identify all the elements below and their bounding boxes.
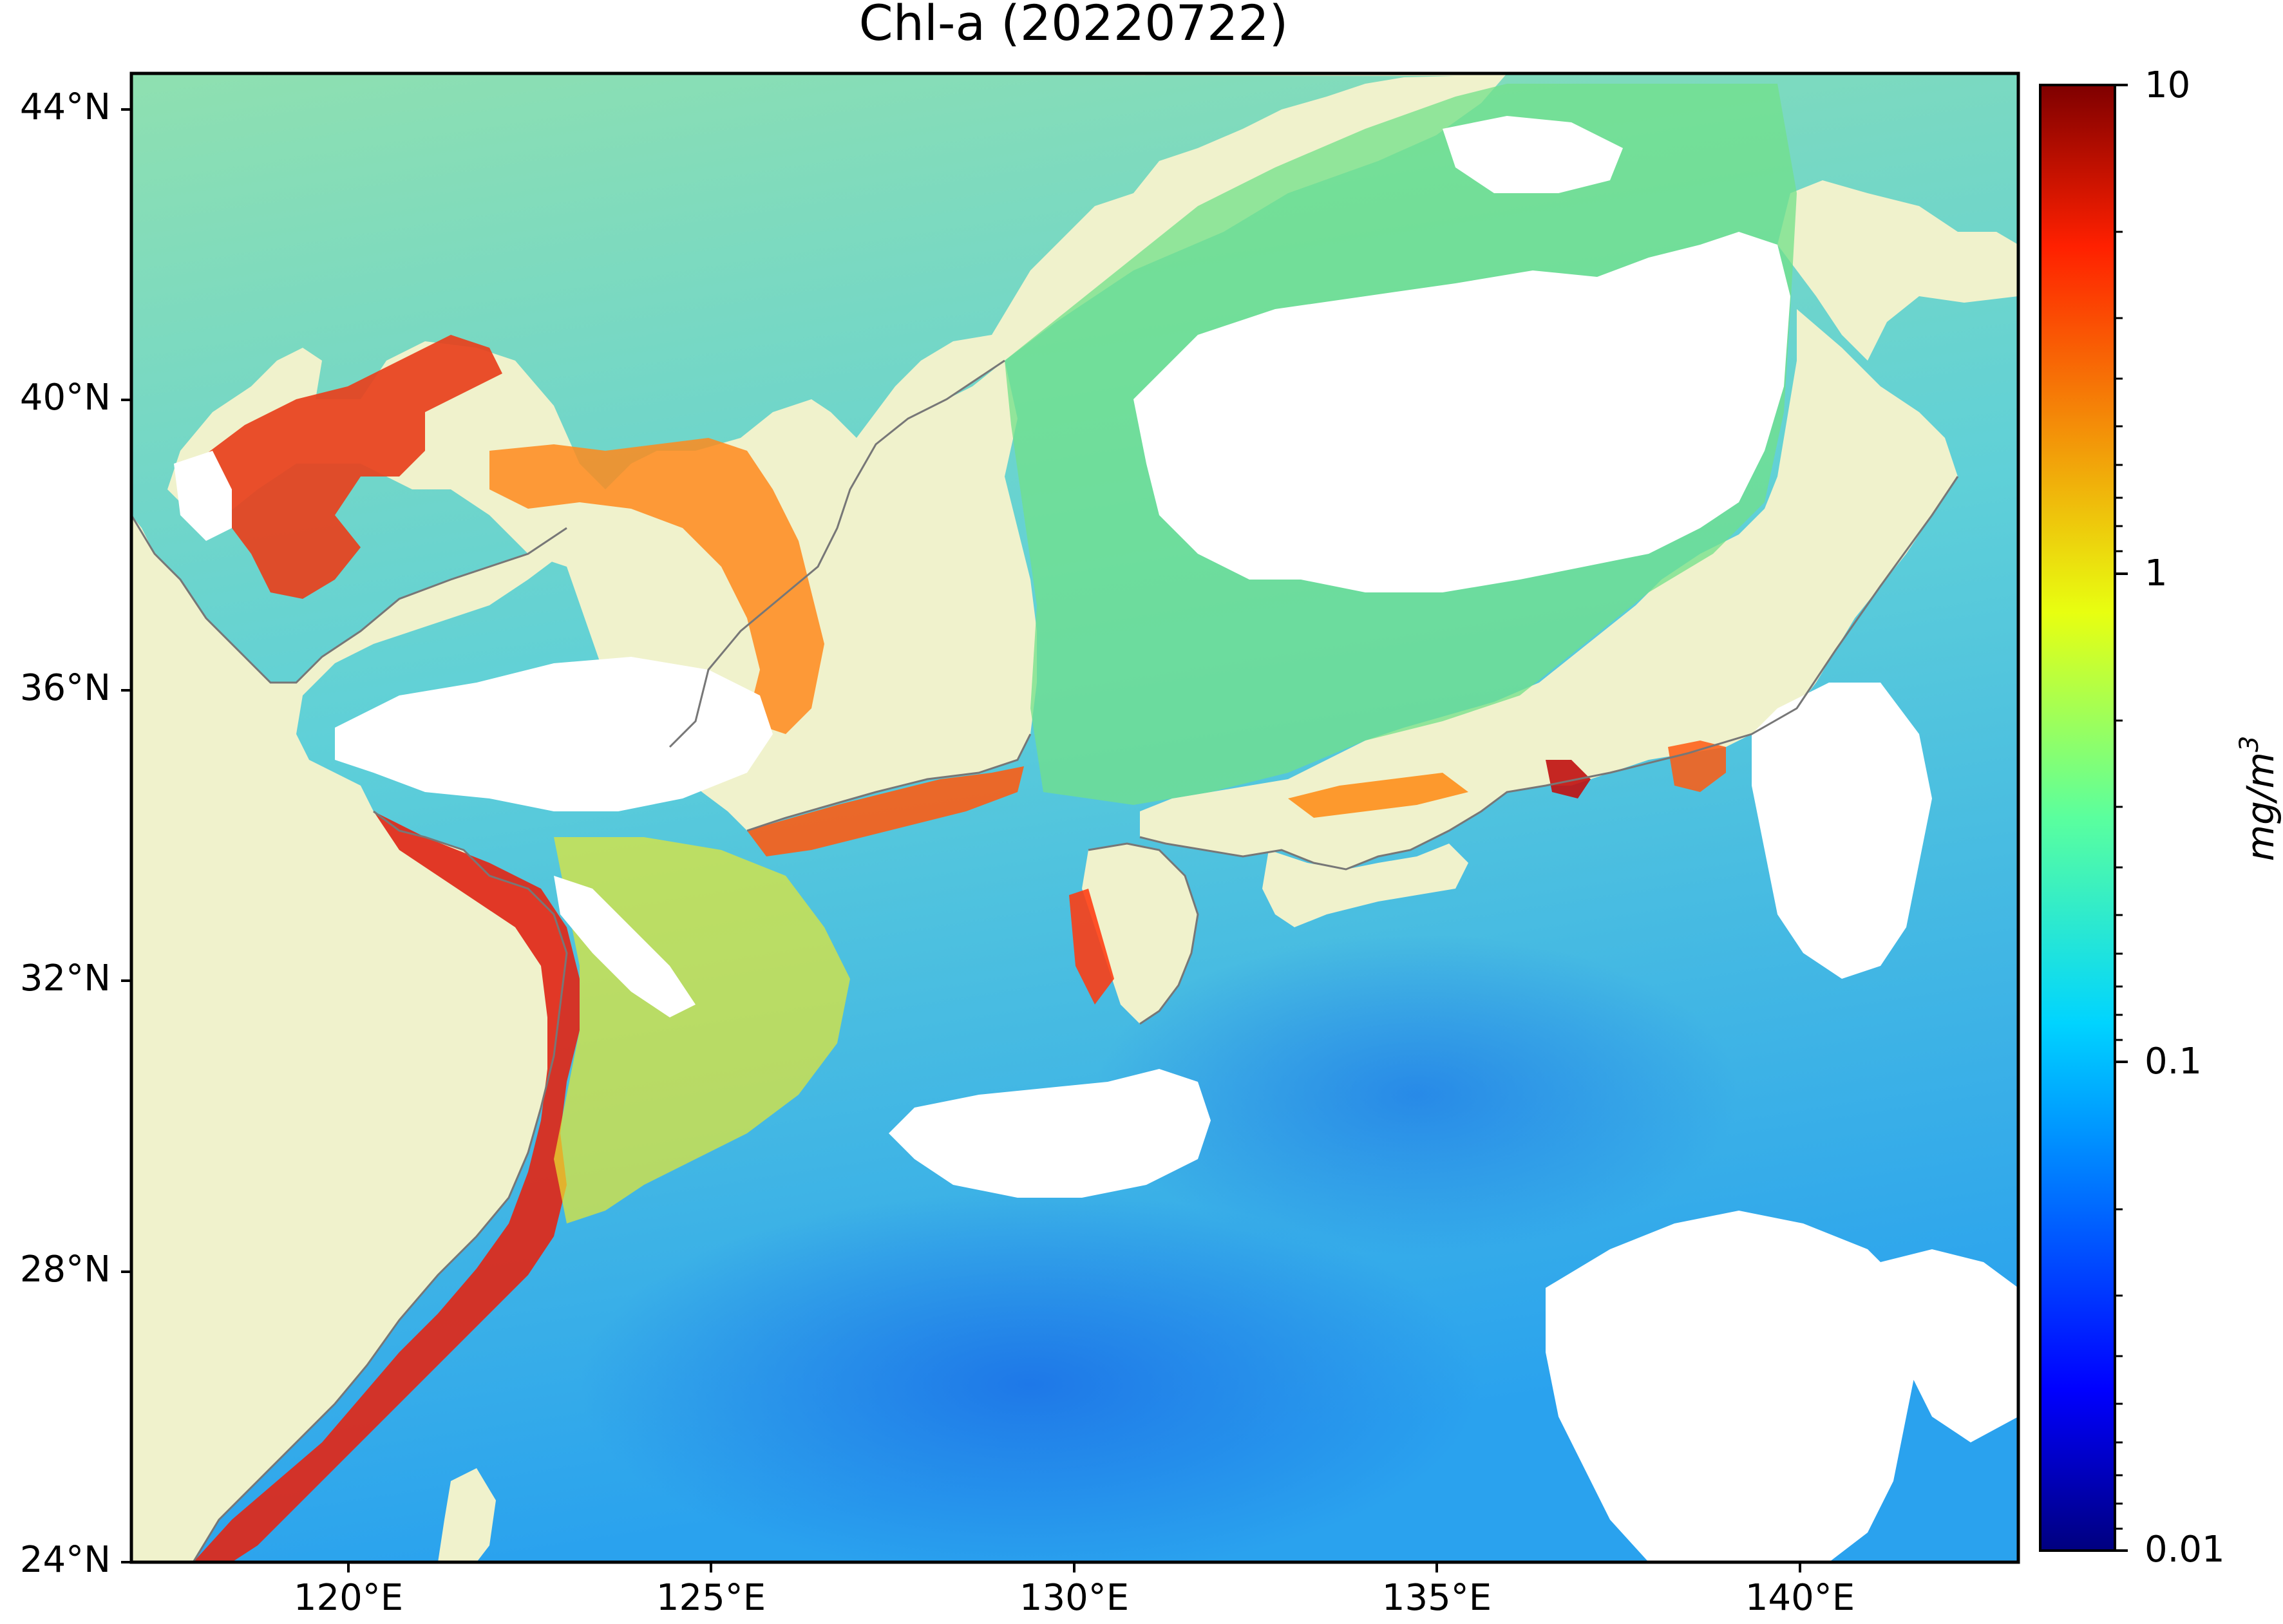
land-honshu bbox=[1140, 309, 1958, 869]
low-chl-gyre bbox=[580, 1191, 1481, 1562]
colorbar-unit-label: mg/m3 bbox=[2235, 736, 2282, 862]
lon-tick-label: 140°E bbox=[1745, 1577, 1855, 1619]
lon-axis: 120°E 125°E 130°E 135°E 140°E bbox=[294, 1562, 1855, 1619]
bohai-high-chl bbox=[193, 335, 502, 599]
land-taiwan bbox=[438, 1468, 496, 1562]
lat-tick-label: 44°N bbox=[20, 86, 111, 128]
seto-inland-sea-high-chl bbox=[1288, 773, 1468, 818]
colorbar-gradient bbox=[2039, 84, 2116, 1552]
colorbar-tick-label: 1 bbox=[2145, 552, 2168, 594]
lon-tick-label: 120°E bbox=[294, 1577, 403, 1619]
yellow-sea-coast-high-chl bbox=[489, 438, 824, 734]
cloud-pacific-east bbox=[1752, 683, 1932, 979]
lon-tick-label: 130°E bbox=[1019, 1577, 1129, 1619]
land-kyushu bbox=[1082, 844, 1198, 1024]
lat-tick-label: 36°N bbox=[20, 667, 111, 709]
lat-tick-label: 28°N bbox=[20, 1249, 111, 1290]
ise-bay-high-chl bbox=[1546, 760, 1591, 798]
tokyo-bay-high-chl bbox=[1668, 741, 1726, 792]
cloud-yellow-sea bbox=[335, 657, 773, 811]
cloud-ecs-north bbox=[554, 876, 696, 1017]
cloud-sea-of-japan bbox=[1133, 232, 1790, 592]
lat-tick-label: 24°N bbox=[20, 1539, 111, 1581]
korea-south-coast-high-chl bbox=[747, 766, 1024, 856]
cloud-pacific-southeast bbox=[1546, 1211, 1919, 1562]
cloud-bohai bbox=[174, 451, 232, 541]
low-chl-gyre-east bbox=[1095, 934, 1739, 1256]
map-plot-area bbox=[131, 73, 2018, 1562]
colorbar-tick-label: 10 bbox=[2145, 64, 2190, 106]
cloud-north bbox=[1443, 116, 1623, 193]
lat-tick-label: 32°N bbox=[20, 958, 111, 999]
lat-axis: 44°N 40°N 36°N 32°N 28°N 24°N bbox=[20, 86, 131, 1581]
map-title: Chl-a (20220722) bbox=[859, 0, 1289, 52]
colorbar-tick-label: 0.01 bbox=[2145, 1529, 2225, 1571]
land-shikoku bbox=[1262, 844, 1468, 927]
cloud-ecs-south bbox=[889, 1069, 1211, 1198]
lat-tick-label: 40°N bbox=[20, 377, 111, 419]
kyushu-west-high-chl bbox=[1069, 889, 1114, 1005]
lon-tick-label: 125°E bbox=[656, 1577, 766, 1619]
cloud-pacific-far-east bbox=[1880, 1249, 2018, 1442]
colorbar: 10 1 0.1 0.01 mg/m3 bbox=[2039, 64, 2282, 1571]
land-china bbox=[131, 73, 567, 1562]
lon-tick-label: 135°E bbox=[1382, 1577, 1492, 1619]
east-china-coast-high-chl bbox=[193, 811, 580, 1562]
coastlines bbox=[131, 359, 1959, 1562]
colorbar-tick-label: 0.1 bbox=[2145, 1041, 2202, 1082]
land-hokkaido bbox=[1777, 180, 2018, 361]
